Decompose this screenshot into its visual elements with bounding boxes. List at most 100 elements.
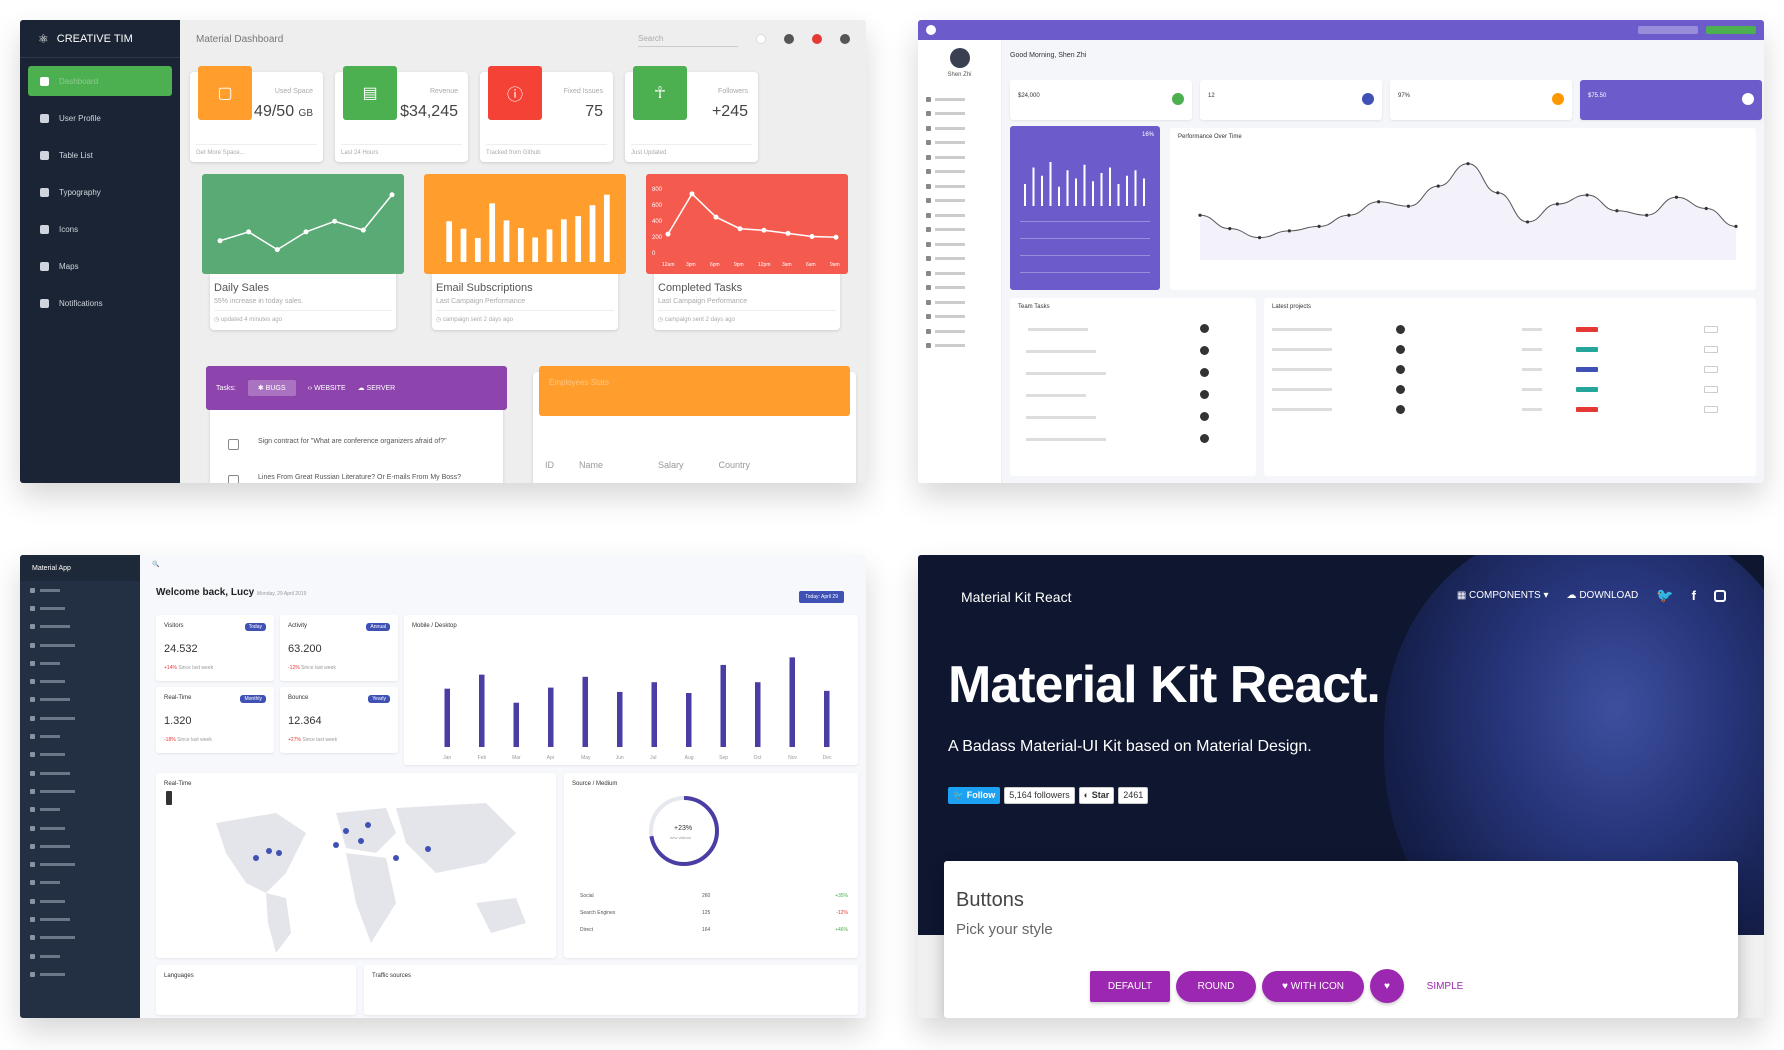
nav-components[interactable]: ▦ COMPONENTS ▾ [1456,590,1549,601]
github-star-button[interactable]: ◐ Star [1078,787,1115,804]
stat-number: 75 [585,103,603,120]
logo-icon [926,25,936,35]
view-button[interactable] [1704,386,1718,393]
sidebar-item-dashboard[interactable]: Dashboard [28,66,172,96]
sidebar-item[interactable] [918,121,1001,136]
twitter-icon[interactable]: 🐦 [1656,587,1674,603]
facebook-icon[interactable]: f [1691,588,1696,603]
sidebar-item-maps[interactable]: Maps [28,251,172,281]
task-row[interactable] [1026,372,1106,375]
sidebar-item[interactable] [918,281,1001,296]
sidebar-item[interactable] [20,709,140,727]
sidebar-item-table-list[interactable]: Table List [28,140,172,170]
sidebar-item[interactable] [20,581,140,599]
sidebar-item[interactable] [20,654,140,672]
sidebar-item[interactable] [20,764,140,782]
tab-bugs[interactable]: ✱ BUGS [247,380,296,396]
sidebar-item[interactable] [20,746,140,764]
sidebar-item[interactable] [20,929,140,947]
sidebar-item[interactable] [918,179,1001,194]
sidebar-item[interactable] [918,223,1001,238]
sidebar-item[interactable] [20,819,140,837]
person-icon[interactable] [840,34,850,44]
tab-website[interactable]: ‹› WEBSITE [307,384,346,392]
tab-server[interactable]: ☁ SERVER [357,385,396,392]
menu-icon [926,314,931,320]
followers-count[interactable]: 5,164 followers [1004,787,1075,804]
task-row[interactable] [1026,350,1096,353]
sidebar-item[interactable] [20,672,140,690]
sidebar-item-label: Typography [59,187,101,197]
sidebar-item-icons[interactable]: Icons [28,214,172,244]
with-icon-button[interactable]: ♥ WITH ICON [1262,970,1364,1002]
sidebar-item[interactable] [918,295,1001,310]
upgrade-button[interactable] [1706,26,1756,34]
sidebar-item[interactable] [20,965,140,983]
simple-button[interactable]: SIMPLE [1426,980,1464,992]
brand-link[interactable]: Material Kit React [961,589,1072,605]
default-button[interactable]: DEFAULT [1090,970,1170,1002]
sidebar-item[interactable] [918,252,1001,267]
sidebar-item[interactable] [20,599,140,617]
welcome-text: Welcome back, Lucy [156,587,255,598]
task-row[interactable] [1028,328,1088,331]
search-icon[interactable] [756,34,766,44]
twitter-follow-button[interactable]: 🐦 Follow [948,787,1001,804]
search-input[interactable]: 🔍 [152,562,160,568]
search-input[interactable]: Search [638,31,738,47]
sidebar-item[interactable] [20,855,140,873]
sidebar-item[interactable] [20,892,140,910]
task-row[interactable] [1026,394,1086,397]
sidebar-item[interactable] [918,310,1001,325]
sidebar-item[interactable] [20,837,140,855]
sidebar-item[interactable] [918,208,1001,223]
brand-logo[interactable]: ⚛ CREATIVE TIM [20,20,180,58]
sidebar-item-notifications[interactable]: Notifications [28,288,172,318]
task-checkbox[interactable] [228,439,239,450]
sidebar-item-typography[interactable]: Typography [28,177,172,207]
sidebar-item[interactable] [918,107,1001,122]
brand-logo[interactable]: Material App [20,555,140,581]
avatar[interactable] [949,48,970,68]
round-button[interactable]: ROUND [1176,970,1256,1002]
latest-projects-card: Latest projects [1264,298,1756,476]
stat-footer[interactable]: Get More Space... [196,144,317,156]
sidebar-item[interactable] [918,266,1001,281]
task-row[interactable] [1026,438,1106,441]
dashboard-icon[interactable] [784,34,794,44]
nav-download[interactable]: ☁ DOWNLOAD [1566,590,1639,601]
sidebar-item[interactable] [20,782,140,800]
sidebar-item-user-profile[interactable]: User Profile [28,103,172,133]
bell-icon [40,298,49,308]
sidebar-item[interactable] [20,801,140,819]
sidebar-item[interactable] [20,874,140,892]
sidebar-item[interactable] [918,194,1001,209]
avatar [1396,325,1405,334]
sidebar-item[interactable] [918,136,1001,151]
sidebar-item[interactable] [20,910,140,928]
sidebar: Shen Zhi [918,40,1002,483]
sidebar-item[interactable] [918,150,1001,165]
star-count[interactable]: 2461 [1118,787,1149,804]
view-button[interactable] [1704,406,1718,413]
date-button[interactable]: Today: April 29 [799,591,844,603]
notifications-icon[interactable] [812,34,822,44]
sidebar-item[interactable] [918,237,1001,252]
sidebar-item[interactable] [20,691,140,709]
search-input[interactable] [1638,26,1698,34]
sidebar-item[interactable] [20,618,140,636]
sidebar-item[interactable] [20,727,140,745]
view-button[interactable] [1704,326,1718,333]
sidebar-item[interactable] [918,339,1001,354]
sidebar-item[interactable] [918,165,1001,180]
task-row[interactable] [1026,416,1096,419]
view-button[interactable] [1704,346,1718,353]
sidebar-item[interactable] [20,947,140,965]
task-checkbox[interactable] [228,475,239,483]
sidebar-item[interactable] [918,92,1001,107]
instagram-icon[interactable] [1714,589,1726,602]
sidebar-item[interactable] [20,636,140,654]
heart-icon-button[interactable]: ♥ [1370,969,1404,1003]
view-button[interactable] [1704,366,1718,373]
sidebar-item[interactable] [918,324,1001,339]
